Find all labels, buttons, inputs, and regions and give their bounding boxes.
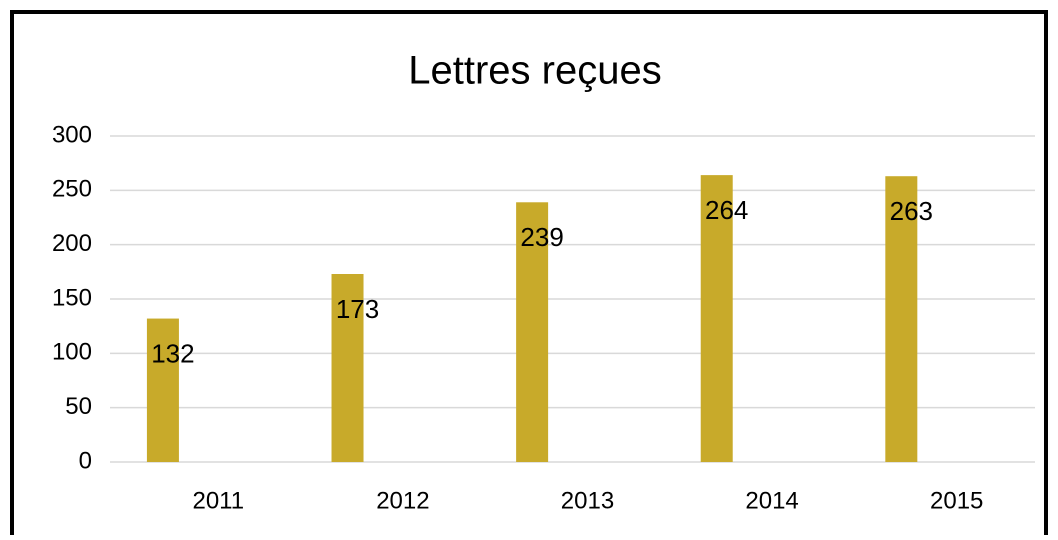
bar <box>700 175 733 462</box>
y-tick-label: 150 <box>52 284 92 311</box>
x-tick-label: 2011 <box>192 487 244 514</box>
y-tick-label: 200 <box>52 230 92 257</box>
data-label: 263 <box>890 196 933 226</box>
bar <box>331 274 364 462</box>
data-label: 239 <box>520 222 563 252</box>
y-tick-label: 0 <box>79 447 92 474</box>
y-tick-label: 50 <box>65 393 92 420</box>
x-tick-label: 2013 <box>561 487 614 514</box>
chart-title: Lettres reçues <box>408 49 661 93</box>
y-tick-label: 100 <box>52 339 92 366</box>
y-tick-label: 250 <box>52 176 92 203</box>
x-tick-label: 2015 <box>930 487 983 514</box>
x-tick-label: 2012 <box>376 487 429 514</box>
data-label: 264 <box>705 195 748 225</box>
bar <box>146 318 179 462</box>
data-label: 173 <box>336 294 379 324</box>
y-tick-label: 300 <box>52 121 92 148</box>
bar <box>516 202 549 462</box>
x-tick-label: 2014 <box>745 487 798 514</box>
data-label: 132 <box>151 338 194 368</box>
bar <box>885 176 918 462</box>
